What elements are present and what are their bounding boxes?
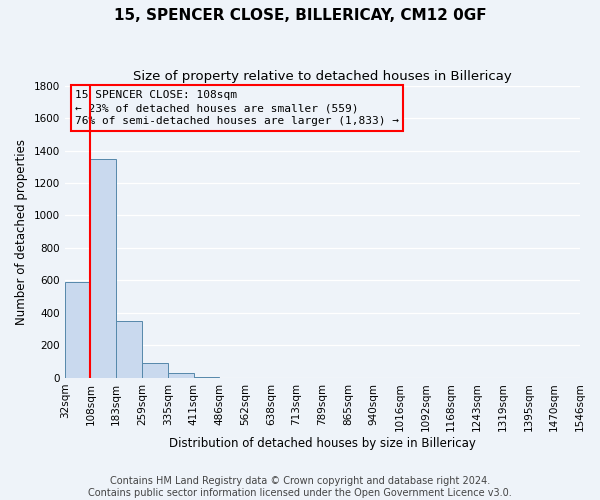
- Y-axis label: Number of detached properties: Number of detached properties: [15, 138, 28, 324]
- Title: Size of property relative to detached houses in Billericay: Size of property relative to detached ho…: [133, 70, 512, 83]
- X-axis label: Distribution of detached houses by size in Billericay: Distribution of detached houses by size …: [169, 437, 476, 450]
- Text: Contains HM Land Registry data © Crown copyright and database right 2024.
Contai: Contains HM Land Registry data © Crown c…: [88, 476, 512, 498]
- Bar: [142, 363, 168, 378]
- Text: 15 SPENCER CLOSE: 108sqm
← 23% of detached houses are smaller (559)
76% of semi-: 15 SPENCER CLOSE: 108sqm ← 23% of detach…: [75, 90, 399, 126]
- Bar: [168, 373, 193, 378]
- Bar: [91, 158, 116, 378]
- Bar: [65, 282, 91, 378]
- Bar: [116, 321, 142, 378]
- Bar: [193, 377, 219, 378]
- Text: 15, SPENCER CLOSE, BILLERICAY, CM12 0GF: 15, SPENCER CLOSE, BILLERICAY, CM12 0GF: [113, 8, 487, 22]
